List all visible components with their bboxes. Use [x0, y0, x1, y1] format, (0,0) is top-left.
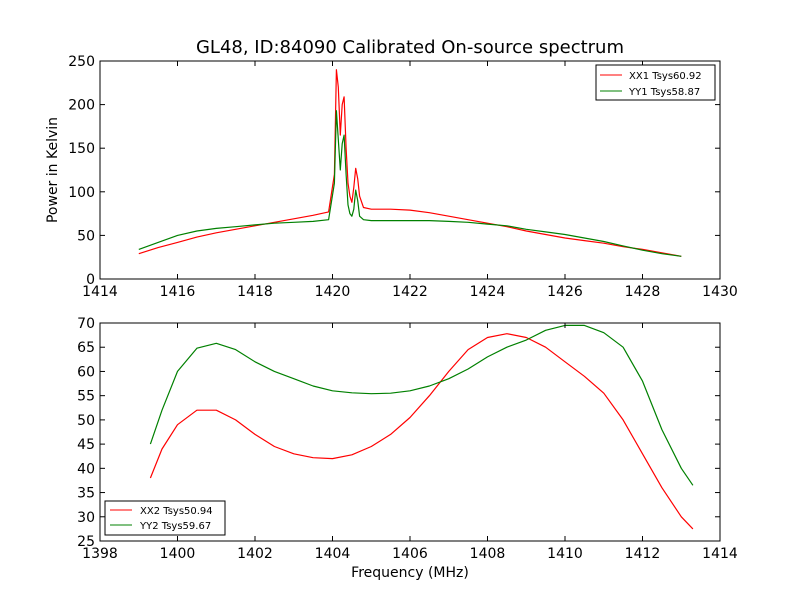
bottom-ytick-label: 50 — [77, 413, 95, 429]
bottom-series-line-1 — [149, 333, 694, 530]
bottom-xtick-label: 1406 — [392, 546, 428, 562]
bottom-plot-ticks: 1398 1400 1402 1404 1406 1408 1410 1412 1414 25 30… — [77, 316, 738, 562]
bottom-xtick-label: 1412 — [625, 546, 661, 562]
top-ytick-label: 250 — [68, 54, 95, 70]
bottom-plot-legend-box — [104, 500, 226, 536]
bottom-ytick-label: 30 — [77, 510, 95, 526]
top-xtick-label: 1416 — [160, 284, 196, 300]
top-plot-series — [138, 69, 682, 257]
top-series-line-2 — [138, 110, 682, 257]
bottom-ytick-label: 25 — [77, 534, 95, 550]
bottom-ytick-label: 60 — [77, 364, 95, 380]
bottom-xtick-label: 1398 — [82, 546, 118, 562]
bottom-plot-xlabel: Frequency (MHz) — [351, 565, 469, 581]
top-plot-ticks: 1414 1416 1418 1420 1422 1424 1426 1428 1430 0 50 1… — [68, 54, 738, 300]
bottom-plot-series — [149, 324, 694, 530]
top-xtick-label: 1426 — [547, 284, 583, 300]
top-xtick-label: 1414 — [82, 284, 118, 300]
top-plot-legend-box — [595, 64, 716, 101]
bottom-plot-legend: XX2 Tsys50.94 YY2 Tsys59.67 — [104, 500, 226, 536]
bottom-xtick-label: 1402 — [237, 546, 273, 562]
top-ytick-label: 0 — [86, 272, 95, 288]
top-xtick-label: 1428 — [625, 284, 661, 300]
top-xtick-label: 1418 — [237, 284, 273, 300]
bottom-ytick-label: 45 — [77, 437, 95, 453]
legend-label-xx1: XX1 Tsys60.92 — [629, 71, 702, 82]
top-plot-legend: XX1 Tsys60.92 YY1 Tsys58.87 — [595, 64, 716, 101]
bottom-xtick-label: 1400 — [160, 546, 196, 562]
top-ytick-label: 50 — [77, 228, 95, 244]
chart-title: GL48, ID:84090 Calibrated On-source spec… — [196, 37, 624, 58]
bottom-ytick-label: 65 — [77, 340, 95, 356]
top-series-line-1 — [138, 69, 682, 257]
top-xtick-label: 1430 — [702, 284, 738, 300]
top-plot: 1414 1416 1418 1420 1422 1424 1426 1428 1430 0 50 1… — [45, 54, 738, 300]
top-ytick-label: 100 — [68, 185, 95, 201]
top-ytick-label: 200 — [68, 98, 95, 114]
bottom-plot: 1398 1400 1402 1404 1406 1408 1410 1412 1414 25 30… — [77, 316, 738, 581]
top-plot-ylabel: Power in Kelvin — [45, 117, 61, 223]
top-xtick-label: 1424 — [470, 284, 506, 300]
legend-label-yy1: YY1 Tsys58.87 — [628, 87, 700, 98]
bottom-xtick-label: 1408 — [470, 546, 506, 562]
top-xtick-label: 1422 — [392, 284, 428, 300]
bottom-xtick-label: 1410 — [547, 546, 583, 562]
top-ytick-label: 150 — [68, 141, 95, 157]
bottom-ytick-label: 55 — [77, 389, 95, 405]
bottom-xtick-label: 1414 — [702, 546, 738, 562]
bottom-series-line-2 — [149, 324, 694, 486]
legend-label-yy2: YY2 Tsys59.67 — [139, 521, 211, 532]
bottom-xtick-label: 1404 — [315, 546, 351, 562]
bottom-ytick-label: 40 — [77, 461, 95, 477]
legend-label-xx2: XX2 Tsys50.94 — [140, 506, 213, 517]
bottom-ytick-label: 35 — [77, 486, 95, 502]
bottom-ytick-label: 70 — [77, 316, 95, 332]
top-xtick-label: 1420 — [315, 284, 351, 300]
